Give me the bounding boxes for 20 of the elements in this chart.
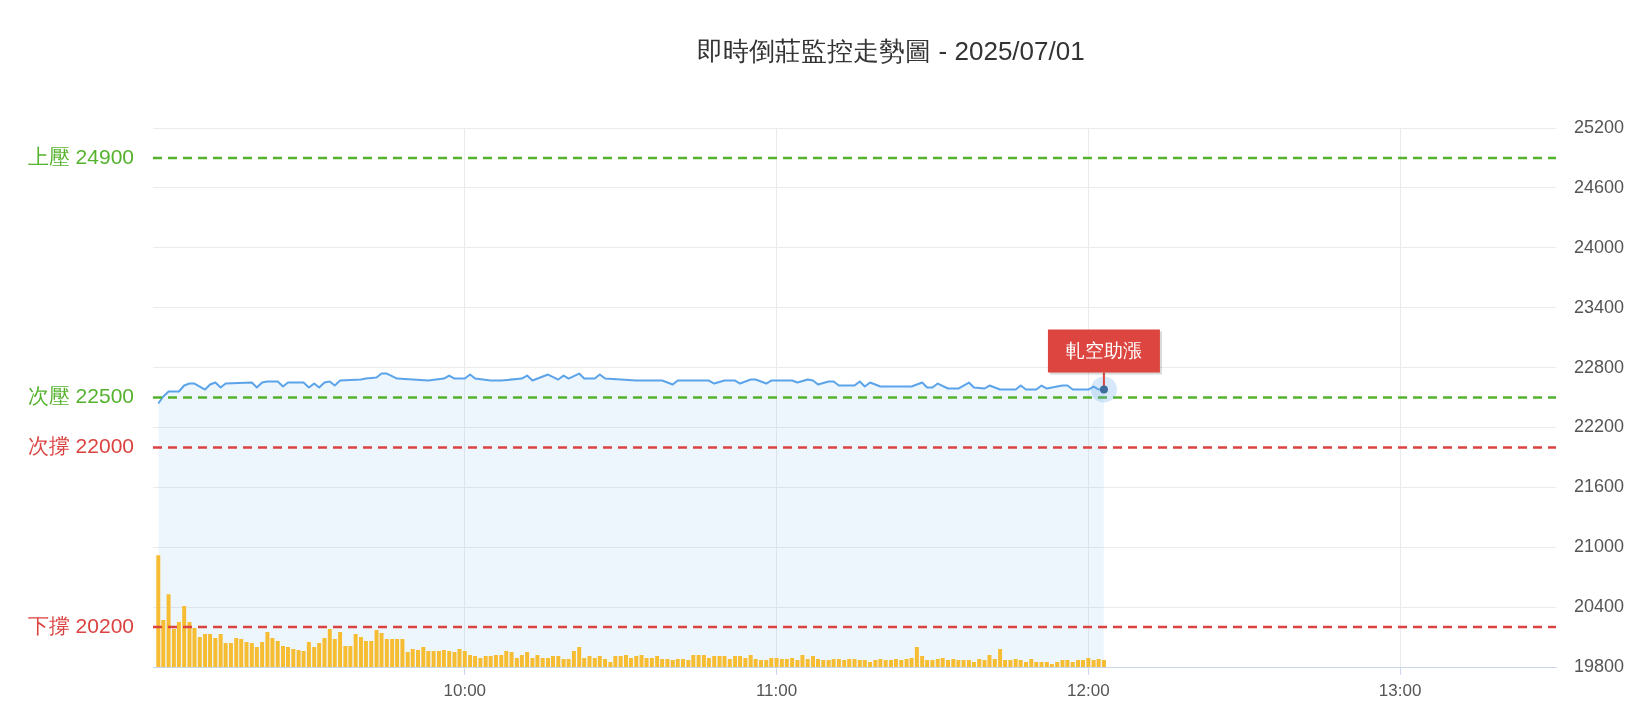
y-tick-label: 24000: [1574, 236, 1625, 257]
chart-title: 即時倒莊監控走勢圖 - 2025/07/01: [697, 36, 1085, 67]
x-tick-label: 12:00: [1067, 680, 1110, 700]
x-tick-label: 13:00: [1378, 680, 1422, 700]
annotation: 軋空助漲: [1065, 340, 1142, 362]
ref-line-label: 次撐 22000: [27, 434, 134, 458]
ref-line-label: 次壓 22500: [27, 384, 134, 408]
y-tick-label: 22200: [1574, 416, 1625, 437]
y-tick-label: 22800: [1574, 356, 1625, 377]
y-tick-label: 24600: [1574, 176, 1625, 197]
y-tick-label: 21600: [1574, 476, 1625, 497]
ref-line-label: 下撐 20200: [27, 613, 134, 637]
y-tick-label: 19800: [1574, 655, 1625, 676]
ref-line-label: 上壓 24900: [27, 144, 134, 168]
y-tick-label: 20400: [1574, 596, 1625, 617]
y-tick-label: 25200: [1574, 116, 1625, 137]
x-tick-label: 11:00: [755, 680, 798, 700]
x-tick-label: 10:00: [443, 680, 487, 700]
y-tick-label: 21000: [1574, 536, 1625, 557]
y-tick-label: 23400: [1574, 296, 1625, 317]
